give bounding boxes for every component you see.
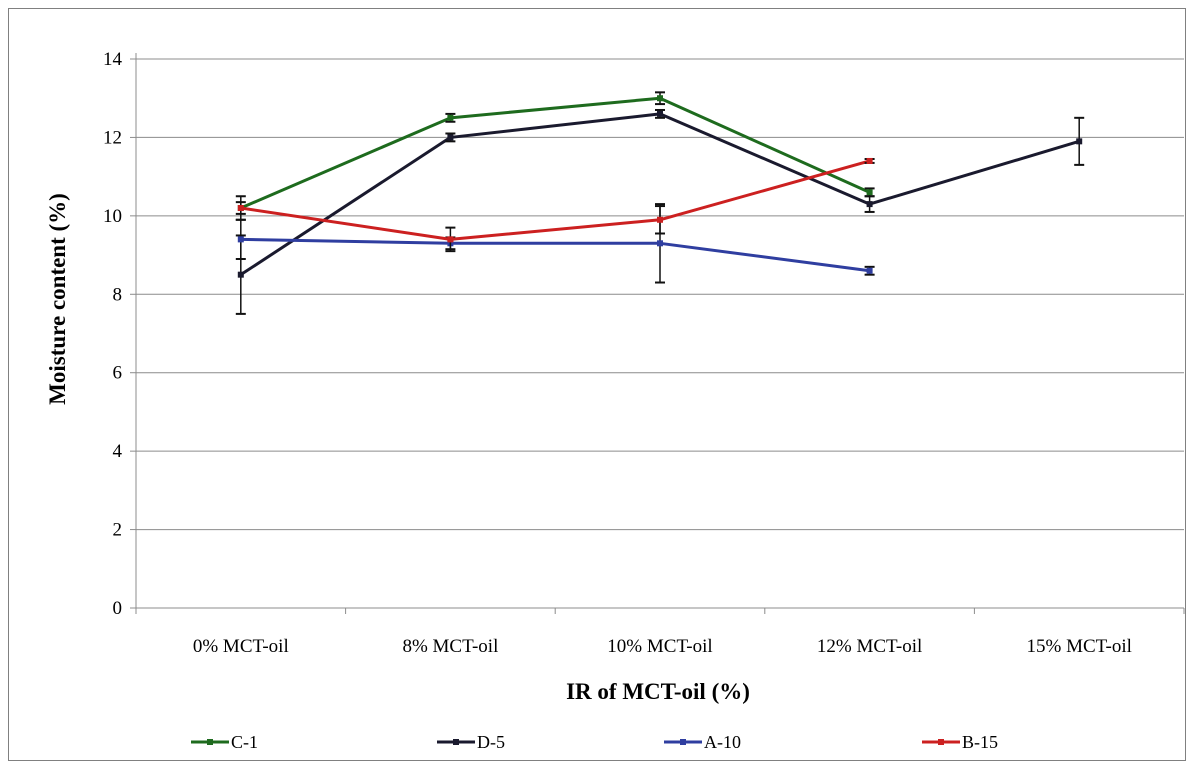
legend-label: C-1	[231, 732, 258, 752]
legend: C-1 D-5 A-10 B-15	[191, 732, 998, 752]
legend-item-C-1: C-1	[191, 732, 258, 752]
data-point	[657, 110, 663, 117]
grid-layer	[136, 58, 1184, 531]
data-point	[237, 236, 244, 243]
y-tick-label: 2	[113, 520, 123, 541]
x-tick-label: 8% MCT-oil	[402, 636, 498, 657]
y-tick-label: 12	[103, 127, 122, 148]
data-point	[866, 201, 873, 208]
x-tick-label: 0% MCT-oil	[193, 636, 289, 657]
data-point	[237, 271, 244, 278]
data-point	[866, 157, 873, 164]
legend-label: D-5	[477, 732, 505, 752]
series-line	[240, 159, 871, 241]
data-point	[657, 95, 663, 102]
chart-frame: 0 2 4 6 8 10 12 14 0% MCT-oil 8% MCT-oil 10% MCT-o…	[8, 8, 1186, 761]
series-line	[240, 237, 870, 273]
legend-label: A-10	[704, 732, 741, 752]
series-layer	[235, 91, 1085, 315]
data-point	[237, 205, 244, 212]
y-tick-label: 10	[103, 206, 122, 227]
line-chart: 0 2 4 6 8 10 12 14 0% MCT-oil 8% MCT-oil 10% MCT-o…	[45, 49, 1185, 752]
x-tick-label: 10% MCT-oil	[607, 636, 712, 657]
data-point	[447, 134, 454, 141]
legend-item-A-10: A-10	[664, 732, 741, 752]
x-tick-label: 12% MCT-oil	[817, 636, 922, 657]
x-tick-label: 15% MCT-oil	[1027, 636, 1132, 657]
x-axis-title: IR of MCT-oil (%)	[566, 679, 750, 704]
data-point	[866, 189, 873, 196]
y-axis-title: Moisture content (%)	[45, 193, 70, 405]
y-tick-label: 14	[103, 49, 123, 70]
legend-item-B-15: B-15	[922, 732, 998, 752]
legend-marker	[453, 739, 459, 745]
legend-item-D-5: D-5	[437, 732, 505, 752]
data-point	[447, 114, 454, 121]
y-tick-label: 4	[113, 441, 123, 462]
series-C-1	[235, 91, 875, 215]
y-tick-label: 8	[113, 284, 123, 305]
data-point	[657, 216, 663, 223]
series-B-15	[235, 157, 875, 253]
data-point	[1076, 138, 1083, 145]
data-point	[866, 267, 873, 274]
axis-layer: 0 2 4 6 8 10 12 14 0% MCT-oil 8% MCT-oil 10% MCT-o…	[103, 49, 1185, 657]
y-tick-label: 0	[113, 598, 123, 619]
legend-marker	[207, 739, 213, 745]
y-tick-label: 6	[113, 363, 123, 384]
legend-marker	[680, 739, 686, 745]
series-line	[240, 96, 871, 210]
data-point	[657, 240, 663, 247]
data-point	[447, 236, 454, 243]
legend-marker	[938, 739, 944, 745]
legend-label: B-15	[962, 732, 998, 752]
